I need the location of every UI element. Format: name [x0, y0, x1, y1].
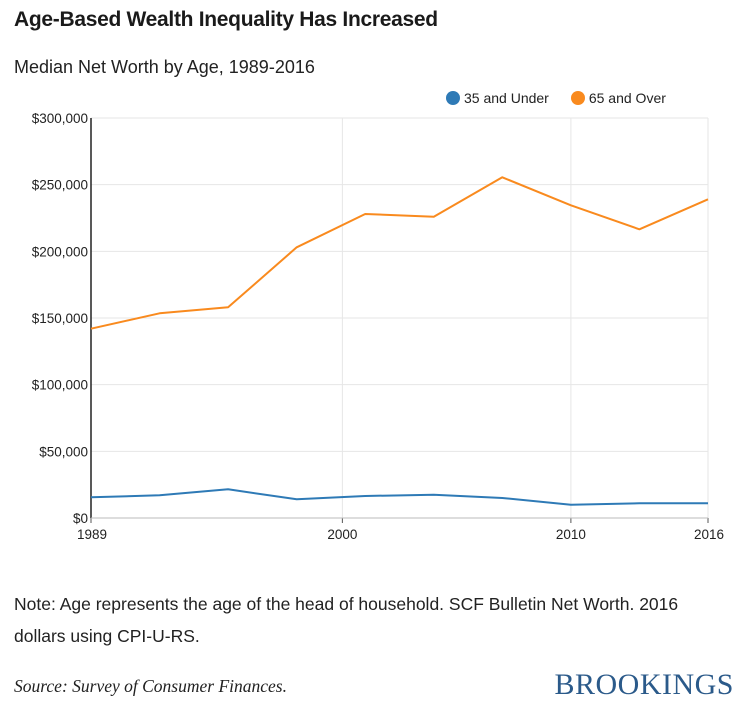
chart-subtitle: Median Net Worth by Age, 1989-2016	[14, 57, 315, 77]
legend-marker-35-and-under	[446, 91, 460, 105]
y-tick-label: $100,000	[32, 378, 88, 393]
legend-item-65-and-over[interactable]: 65 and Over	[570, 90, 666, 106]
chart-title: Age-Based Wealth Inequality Has Increase…	[14, 8, 438, 31]
x-tick-label: 1989	[77, 527, 107, 542]
series-line-65-and-over	[90, 176, 709, 330]
series-line-35-and-under	[90, 488, 708, 506]
chart-source: Source: Survey of Consumer Finances.	[14, 676, 287, 696]
x-tick-label: 2016	[694, 527, 724, 542]
legend-label-65-and-over: 65 and Over	[588, 90, 666, 106]
gridlines	[91, 117, 709, 518]
legend-item-35-and-under[interactable]: 35 and Under	[446, 90, 549, 106]
brookings-logo: BROOKINGS	[554, 668, 734, 701]
tick-labels: $0 $50,000 $100,000 $150,000 $200,000 $250,00…	[32, 111, 724, 542]
axes	[90, 118, 709, 523]
y-tick-label: $50,000	[39, 444, 88, 459]
chart-note: Note: Age represents the age of the head…	[14, 594, 679, 646]
y-tick-label: $0	[73, 511, 88, 526]
y-tick-label: $250,000	[32, 178, 88, 193]
y-tick-label: $300,000	[32, 111, 88, 126]
y-tick-label: $200,000	[32, 244, 88, 259]
series-lines	[90, 176, 709, 506]
legend-marker-65-and-over	[570, 91, 585, 105]
legend-label-35-and-under: 35 and Under	[464, 90, 549, 106]
y-tick-label: $150,000	[32, 311, 88, 326]
line-chart: $0 $50,000 $100,000 $150,000 $200,000 $250,00…	[32, 111, 724, 542]
x-tick-label: 2000	[327, 527, 357, 542]
legend: 35 and Under 65 and Over	[446, 90, 688, 106]
x-tick-label: 2010	[556, 527, 586, 542]
